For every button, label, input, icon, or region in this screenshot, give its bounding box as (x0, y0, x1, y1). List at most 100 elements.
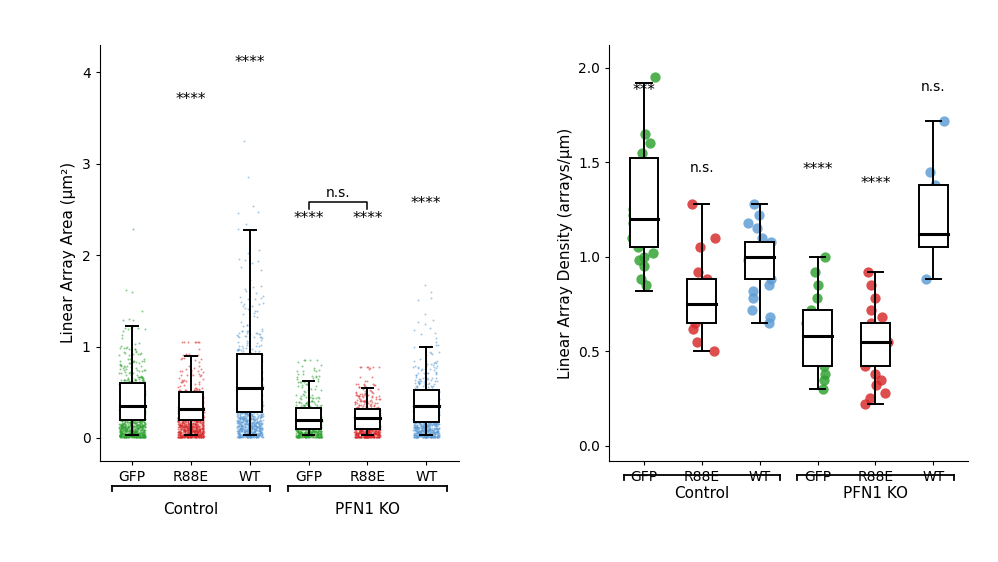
FancyBboxPatch shape (803, 310, 832, 366)
Point (186, 420, 202, 429)
Point (411, 432, 427, 441)
Point (231, 418, 247, 427)
Point (301, 403, 317, 412)
Point (115, 386, 131, 395)
Point (127, 430, 143, 439)
Point (178, 420, 194, 429)
Point (371, 432, 387, 441)
Point (312, 427, 328, 436)
Point (362, 397, 378, 406)
Point (174, 395, 190, 404)
Point (250, 329, 265, 338)
Point (113, 369, 129, 378)
Point (253, 430, 269, 439)
Point (366, 380, 382, 389)
Point (186, 407, 202, 416)
Point (870, 351, 886, 360)
Point (370, 407, 386, 416)
Point (421, 432, 437, 441)
Point (371, 425, 387, 434)
Point (130, 393, 146, 402)
Point (253, 416, 269, 425)
Point (186, 418, 202, 427)
Point (428, 427, 444, 436)
Point (371, 432, 387, 441)
Point (121, 432, 137, 441)
Point (430, 432, 446, 441)
Point (763, 275, 779, 284)
Point (409, 429, 425, 438)
Point (416, 430, 432, 439)
Point (123, 407, 139, 416)
Point (115, 390, 131, 399)
Point (809, 312, 825, 321)
Point (408, 433, 424, 442)
Point (304, 422, 320, 431)
Point (116, 411, 132, 420)
Point (245, 380, 260, 389)
Point (422, 419, 438, 428)
Point (235, 427, 250, 436)
Point (369, 411, 385, 420)
Point (120, 374, 136, 383)
Point (176, 428, 192, 437)
Point (192, 425, 208, 434)
Point (424, 425, 440, 434)
Point (347, 429, 363, 438)
Point (131, 404, 147, 413)
Point (920, 229, 936, 238)
Point (431, 395, 447, 404)
Point (362, 430, 378, 439)
Point (423, 407, 439, 416)
Point (292, 429, 308, 438)
Point (430, 410, 446, 419)
Point (370, 419, 386, 428)
Point (420, 383, 436, 392)
Point (119, 424, 135, 433)
Point (175, 417, 191, 426)
Point (249, 433, 264, 442)
Point (294, 405, 310, 414)
Text: ****: **** (352, 211, 382, 226)
Point (254, 391, 270, 400)
Point (409, 426, 425, 435)
Point (413, 410, 429, 419)
Point (133, 409, 149, 418)
Point (289, 431, 305, 440)
Point (135, 422, 151, 430)
Point (180, 418, 196, 427)
Point (125, 357, 141, 366)
Point (360, 429, 376, 438)
Point (122, 350, 138, 359)
Point (130, 424, 146, 433)
Point (299, 432, 315, 441)
Point (175, 418, 191, 427)
Point (132, 392, 148, 401)
Point (363, 430, 379, 439)
Point (172, 419, 188, 428)
Point (238, 430, 253, 439)
Point (249, 424, 264, 433)
Point (133, 421, 149, 430)
Point (302, 429, 318, 438)
Point (347, 423, 363, 432)
Point (351, 425, 367, 434)
Point (429, 428, 445, 437)
Point (252, 428, 268, 437)
Point (112, 428, 128, 437)
Point (134, 374, 150, 383)
Point (311, 394, 327, 403)
Point (423, 432, 439, 441)
Point (249, 432, 264, 441)
Point (292, 427, 308, 436)
Point (233, 413, 249, 422)
Point (247, 360, 262, 369)
FancyBboxPatch shape (919, 185, 948, 247)
Point (182, 411, 198, 420)
Point (121, 398, 137, 407)
Point (254, 424, 270, 433)
Point (252, 333, 268, 342)
Point (118, 428, 134, 437)
Point (119, 426, 135, 435)
Point (122, 430, 138, 439)
